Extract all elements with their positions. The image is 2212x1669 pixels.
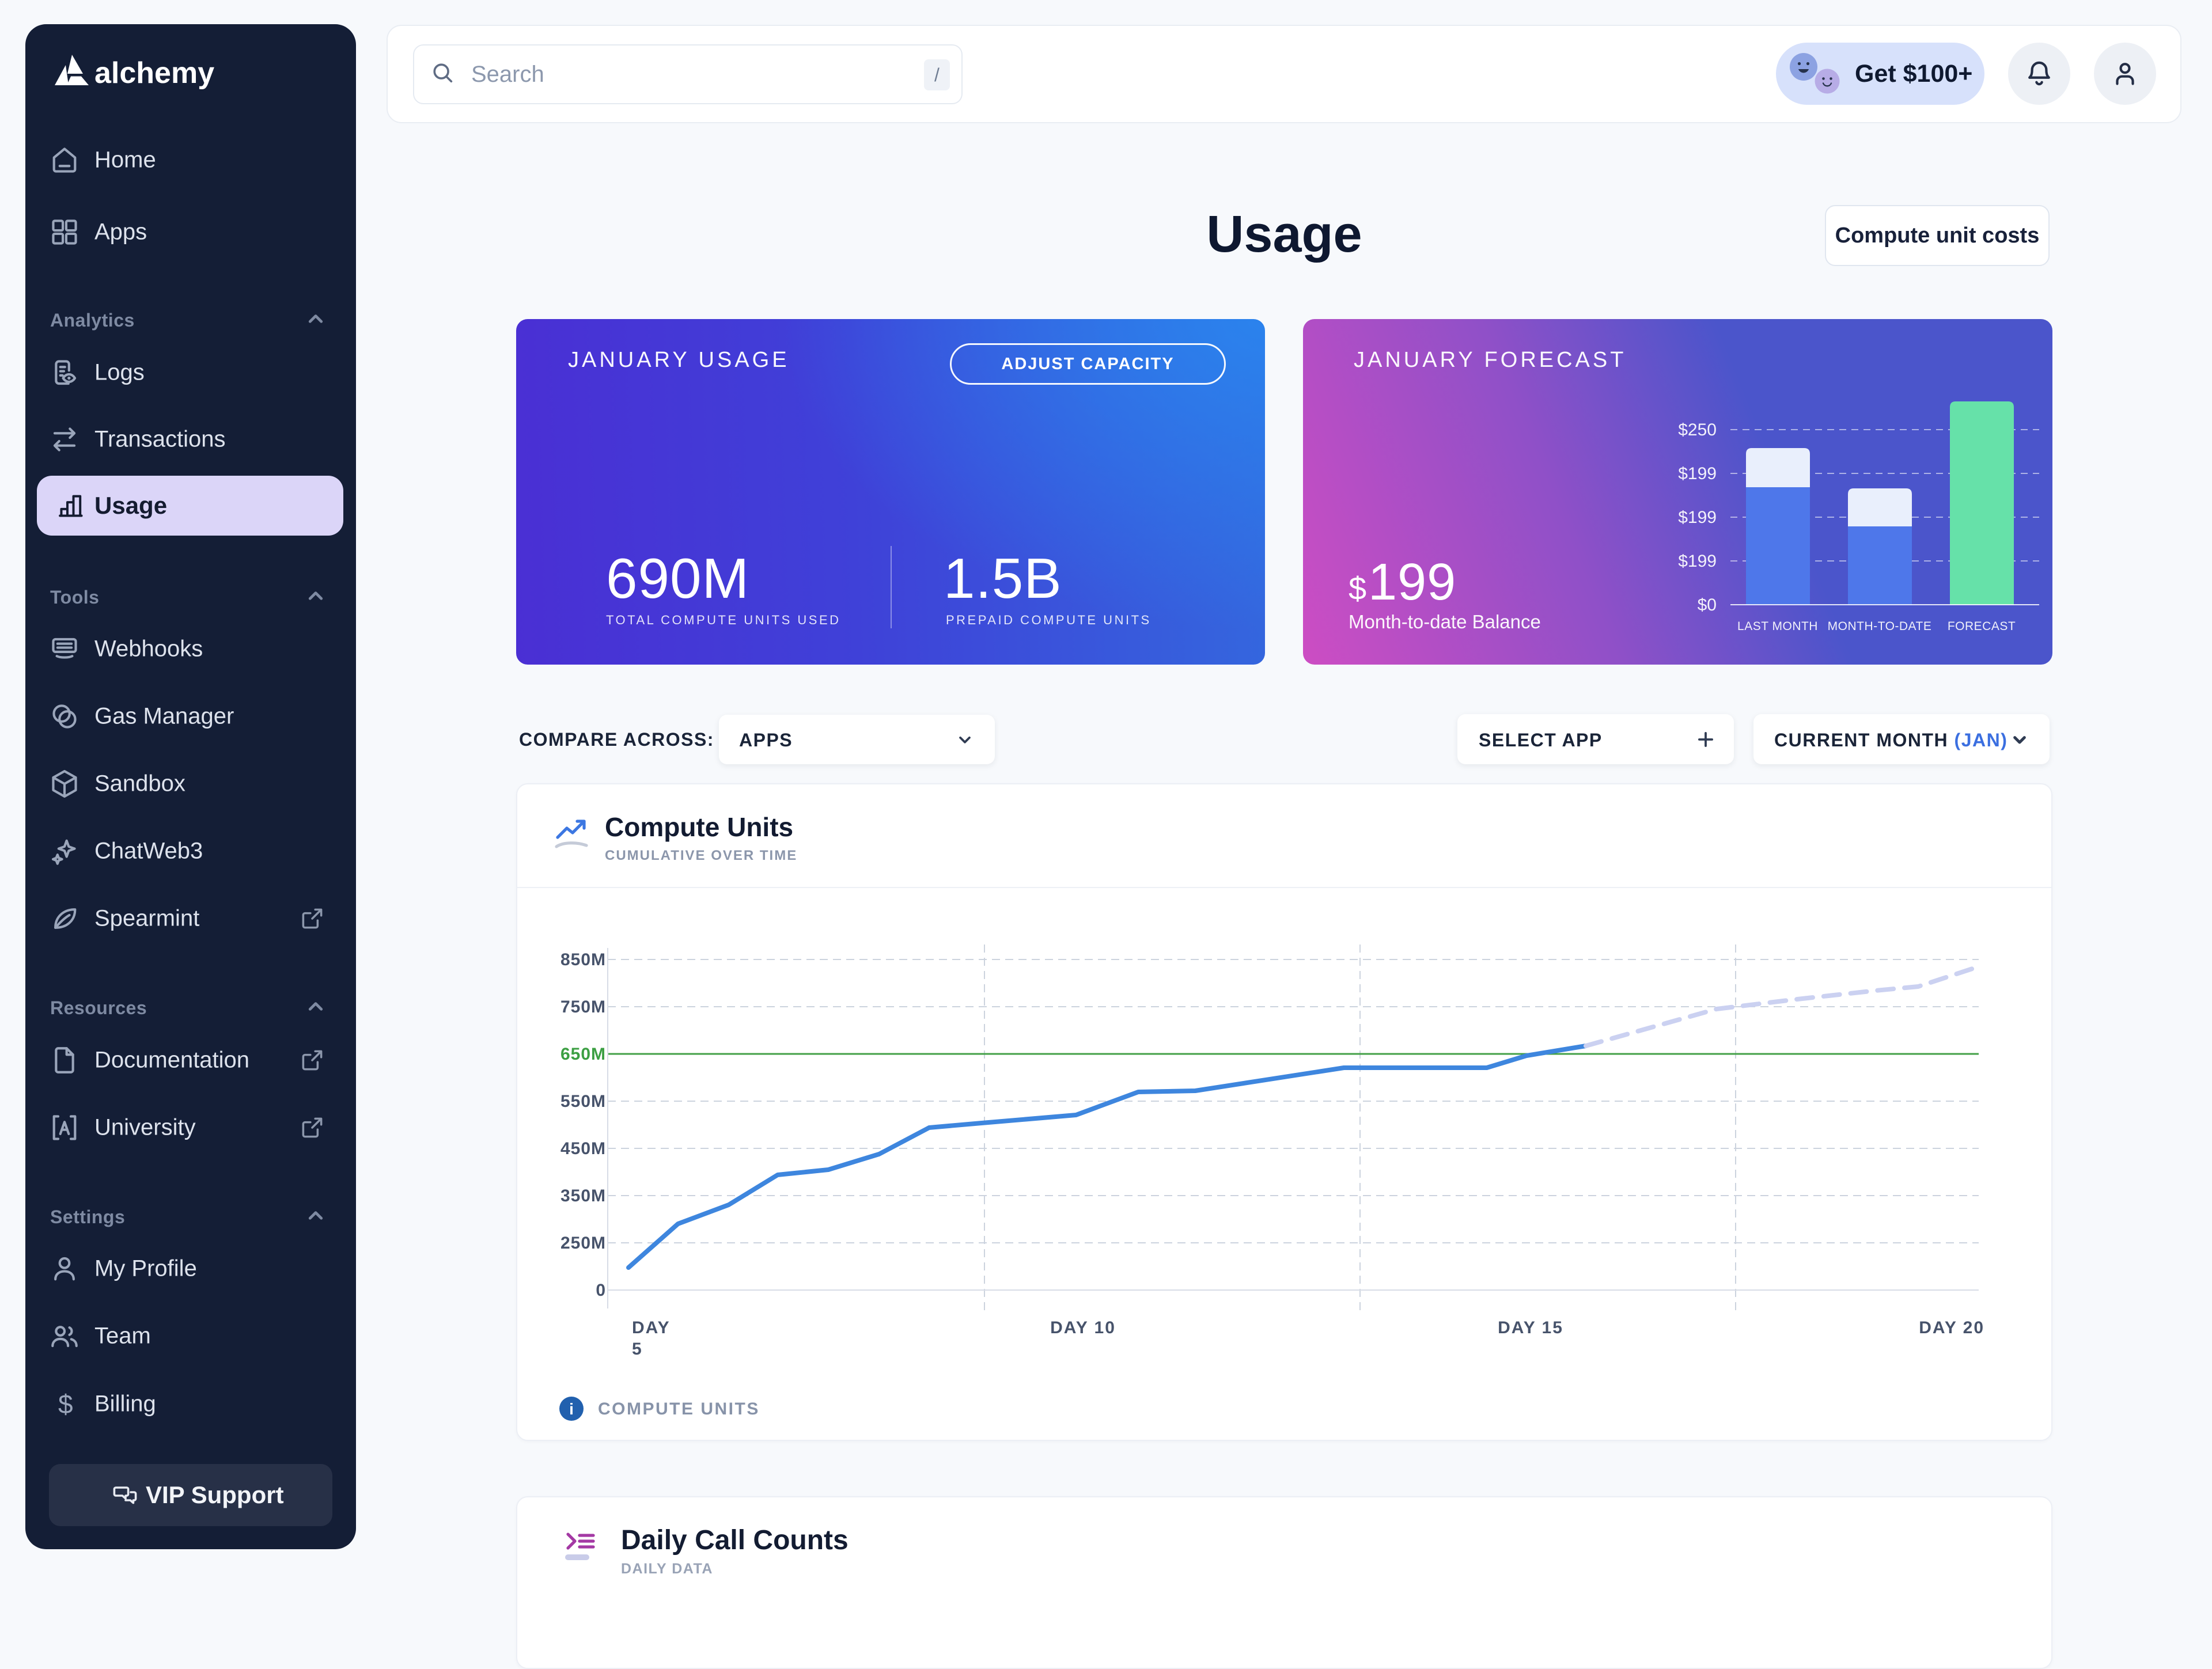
svg-text:850M: 850M: [560, 950, 606, 969]
svg-text:LAST MONTH: LAST MONTH: [1737, 620, 1818, 633]
svg-text:650M: 650M: [560, 1045, 606, 1064]
svg-text:MONTH-TO-DATE: MONTH-TO-DATE: [1828, 620, 1932, 633]
svg-text:250M: 250M: [560, 1234, 606, 1253]
svg-text:$0: $0: [1698, 595, 1717, 615]
svg-text:FORECAST: FORECAST: [1948, 620, 2016, 633]
svg-text:DAY 20: DAY 20: [1919, 1318, 1984, 1337]
svg-text:0: 0: [596, 1281, 606, 1300]
svg-text:DAY 10: DAY 10: [1050, 1318, 1116, 1337]
svg-text:$199: $199: [1678, 464, 1717, 483]
svg-text:750M: 750M: [560, 997, 606, 1016]
svg-text:450M: 450M: [560, 1139, 606, 1158]
svg-text:$199: $199: [1678, 508, 1717, 527]
svg-text:DAY 15: DAY 15: [1498, 1318, 1563, 1337]
svg-text:$199: $199: [1678, 552, 1717, 571]
svg-text:i: i: [569, 1400, 574, 1418]
svg-text:350M: 350M: [560, 1186, 606, 1205]
svg-text:$250: $250: [1678, 420, 1717, 439]
svg-text:COMPUTE UNITS: COMPUTE UNITS: [598, 1399, 760, 1418]
svg-text:5: 5: [632, 1340, 643, 1359]
svg-text:DAY: DAY: [632, 1318, 671, 1337]
svg-text:550M: 550M: [560, 1092, 606, 1111]
